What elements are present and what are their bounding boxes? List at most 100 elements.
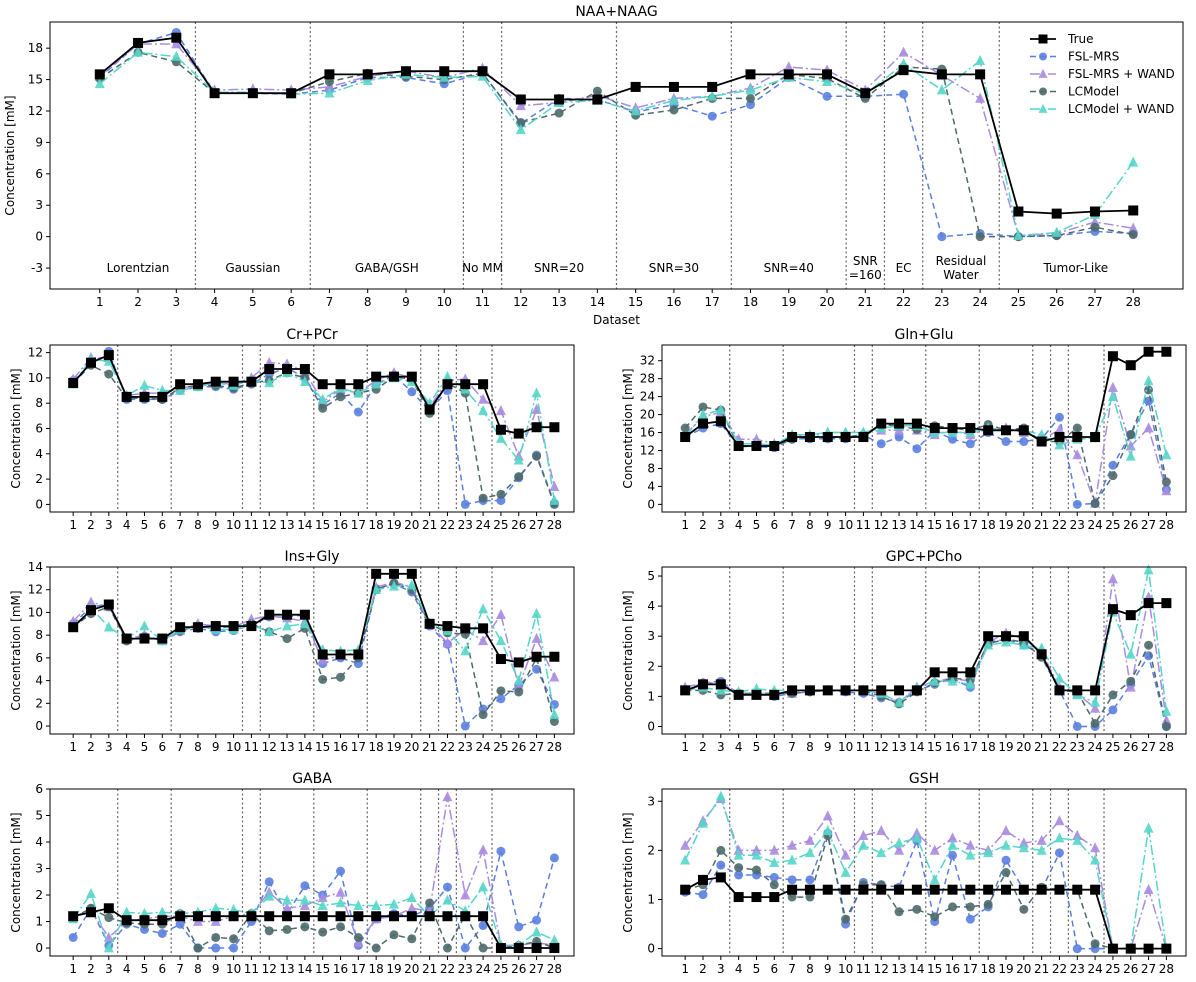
x-tick-label: 3 <box>717 740 725 754</box>
x-tick-label: 13 <box>279 962 294 976</box>
data-point <box>514 922 524 932</box>
data-point <box>975 69 986 80</box>
x-tick-label: 8 <box>364 295 372 309</box>
x-tick-label: 6 <box>770 962 778 976</box>
data-point <box>1072 423 1082 433</box>
x-tick-label: 16 <box>945 962 960 976</box>
x-tick-label: 27 <box>529 962 544 976</box>
y-tick-label: 0 <box>35 230 43 244</box>
data-point <box>210 911 221 922</box>
x-tick-label: 4 <box>123 740 131 754</box>
data-point <box>936 69 947 80</box>
x-tick-label: 19 <box>386 518 401 532</box>
series-true <box>680 872 1172 954</box>
data-point <box>317 899 328 910</box>
y-tick-label: 4 <box>647 599 655 613</box>
data-point <box>264 926 274 936</box>
region-label: SNR <box>853 254 878 268</box>
data-point <box>1072 834 1083 845</box>
data-point <box>192 379 203 390</box>
x-tick-label: 20 <box>404 518 419 532</box>
data-point <box>210 621 221 632</box>
data-point <box>515 124 526 135</box>
data-point <box>1107 381 1118 392</box>
x-tick-label: 14 <box>909 518 924 532</box>
data-point <box>531 387 542 398</box>
x-tick-label: 15 <box>628 295 643 309</box>
data-point <box>697 408 708 419</box>
data-point <box>478 635 489 646</box>
x-tick-label: 16 <box>333 740 348 754</box>
data-point <box>1161 598 1172 609</box>
plot-frame <box>49 21 1184 290</box>
y-tick-label: 3 <box>647 629 655 643</box>
data-point <box>751 849 762 860</box>
panel-naa-naag: NAA+NAAG Lorentzian Gaussian GABA/GSH No MM S… <box>3 4 1184 327</box>
x-tick-label: 10 <box>838 962 853 976</box>
series-true <box>68 350 560 439</box>
y-tick-label: 10 <box>28 371 43 385</box>
data-point <box>228 376 239 387</box>
legend-marker <box>1039 87 1047 96</box>
data-point <box>282 609 293 620</box>
data-point <box>1000 884 1011 895</box>
data-point <box>406 911 417 922</box>
data-point <box>103 621 114 632</box>
x-tick-label: 1 <box>69 518 77 532</box>
data-point <box>894 844 905 855</box>
data-point <box>300 922 310 932</box>
data-point <box>680 685 691 696</box>
data-point <box>94 78 105 89</box>
data-point <box>460 911 471 922</box>
data-point <box>894 907 904 917</box>
data-point <box>1143 346 1154 357</box>
data-point <box>876 884 887 895</box>
data-point <box>745 69 756 80</box>
x-tick-label: 20 <box>404 962 419 976</box>
data-point <box>898 65 909 76</box>
x-tick-label: 10 <box>226 518 241 532</box>
series-line <box>72 885 555 950</box>
x-tick-label: 12 <box>874 962 889 976</box>
data-point <box>1072 944 1082 954</box>
x-tick-label: 4 <box>123 962 131 976</box>
data-point <box>745 84 756 95</box>
data-point <box>513 674 524 685</box>
data-point <box>317 649 328 660</box>
x-tick-label: 26 <box>1123 962 1138 976</box>
data-point <box>894 432 904 442</box>
x-tick-label: 28 <box>1159 962 1174 976</box>
data-point <box>1161 449 1172 460</box>
data-point <box>335 649 346 660</box>
series-line <box>72 584 556 715</box>
data-point <box>936 84 947 95</box>
data-point <box>1108 690 1118 700</box>
region-label: No MM <box>462 261 503 275</box>
data-point <box>318 403 328 413</box>
data-point <box>715 679 726 690</box>
y-tick-label: 8 <box>35 396 43 410</box>
data-point <box>1144 640 1154 650</box>
y-axis-label: Concentration [mM] <box>621 590 635 710</box>
y-tick-label: 12 <box>28 346 43 360</box>
y-tick-label: 20 <box>640 408 655 422</box>
x-tick-label: 10 <box>226 962 241 976</box>
data-point <box>876 439 886 449</box>
x-tick-label: 9 <box>824 962 832 976</box>
data-point <box>554 108 564 118</box>
region-label: Water <box>943 268 979 282</box>
x-tick-label: 26 <box>1123 740 1138 754</box>
data-point <box>1036 844 1047 855</box>
data-point <box>860 88 871 99</box>
x-tick-label: 9 <box>212 740 220 754</box>
data-point <box>734 863 744 873</box>
data-point <box>460 645 471 656</box>
data-point <box>371 943 381 953</box>
legend-label: LCModel <box>1068 85 1119 99</box>
legend: True FSL-MRS FSL-MRS + WAND LCModel LCModel … <box>1030 32 1175 116</box>
data-point <box>947 423 958 434</box>
series-line <box>685 638 1168 727</box>
x-tick-label: 22 <box>440 740 455 754</box>
